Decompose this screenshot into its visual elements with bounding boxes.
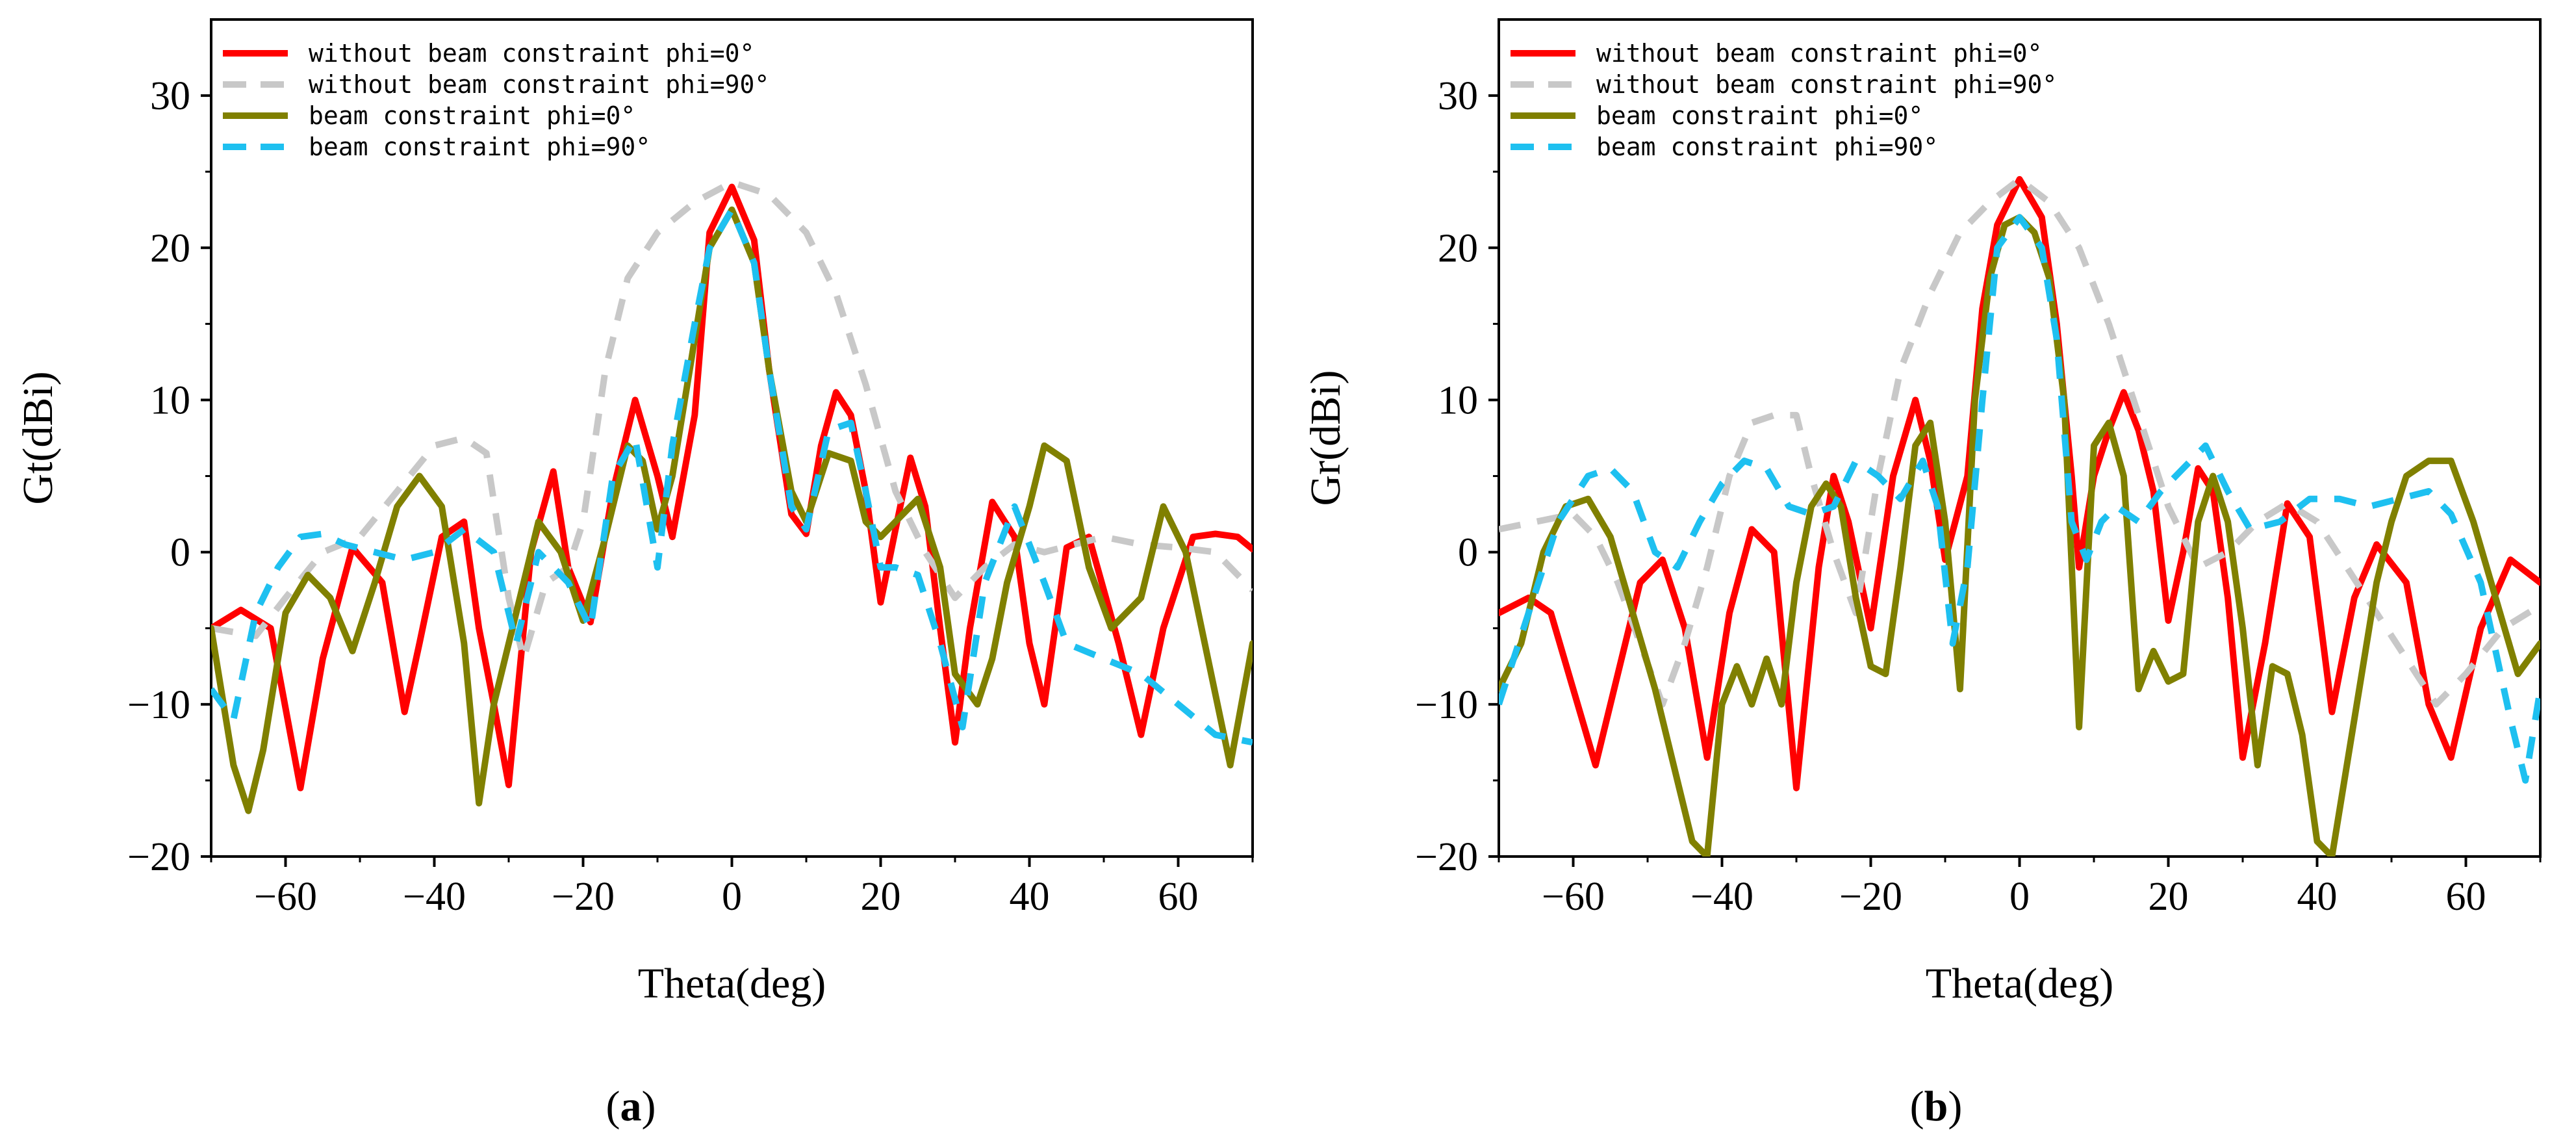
chart-panel-a: −60 −40 −20 0 20 40 60 −20 −10 0 10 20 30 Theta(deg) G… xyxy=(14,18,1254,1007)
x-axis-title: Theta(deg) xyxy=(638,960,826,1007)
legend-label-1: without beam constraint phi=0° xyxy=(1596,39,2042,68)
y-tick-label: 10 xyxy=(150,378,190,422)
series-line-3 xyxy=(1499,214,2540,857)
x-tick-label: 0 xyxy=(2009,875,2030,919)
x-tick-label: −40 xyxy=(1690,875,1753,919)
legend-label-4: beam constraint phi=90° xyxy=(309,133,650,161)
series-line-1 xyxy=(211,183,1253,792)
x-tick-label: −40 xyxy=(403,875,466,919)
y-tick-label: 20 xyxy=(150,226,190,270)
y-tick-label: 10 xyxy=(1438,378,1478,422)
x-tick-label: −20 xyxy=(552,875,615,919)
y-tick-label: 0 xyxy=(170,531,190,575)
y-tick-label: 20 xyxy=(1438,226,1478,270)
y-tick-label: 30 xyxy=(1438,74,1478,118)
x-tick-label: 60 xyxy=(2446,875,2486,919)
legend-label-2: without beam constraint phi=90° xyxy=(1596,70,2057,99)
x-tick-label: −20 xyxy=(1839,875,1902,919)
caption-b: (b) xyxy=(1909,1083,1963,1130)
caption-a-label: a xyxy=(620,1083,642,1130)
x-tick-label: 0 xyxy=(722,875,742,919)
y-tick-label: −10 xyxy=(127,683,190,727)
legend-label-1: without beam constraint phi=0° xyxy=(309,39,754,68)
y-tick-label: 0 xyxy=(1458,531,1478,575)
x-tick-label: 60 xyxy=(1158,875,1199,919)
series-line-2 xyxy=(1499,175,2540,708)
y-tick-label: −20 xyxy=(1415,835,1478,879)
legend-label-3: beam constraint phi=0° xyxy=(1596,101,1923,130)
series-line-1 xyxy=(1499,175,2540,792)
series-line-2 xyxy=(211,179,1253,662)
series-group xyxy=(1499,175,2540,857)
y-tick-label: −20 xyxy=(127,835,190,879)
caption-a: (a) xyxy=(606,1083,656,1130)
legend-label-3: beam constraint phi=0° xyxy=(309,101,635,130)
x-tick-label: 20 xyxy=(861,875,901,919)
y-tick-label: 30 xyxy=(150,74,190,118)
x-tick-label: 40 xyxy=(2297,875,2338,919)
legend: without beam constraint phi=0°without be… xyxy=(1511,39,2057,161)
x-tick-label: 20 xyxy=(2149,875,2189,919)
legend: without beam constraint phi=0°without be… xyxy=(223,39,769,161)
x-axis-title: Theta(deg) xyxy=(1926,960,2114,1007)
series-group xyxy=(211,179,1253,814)
legend-label-2: without beam constraint phi=90° xyxy=(309,70,769,99)
series-line-4 xyxy=(1499,214,2540,784)
x-tick-label: −60 xyxy=(1542,875,1605,919)
chart-panel-b: −60 −40 −20 0 20 40 60 −20 −10 0 10 20 30 Theta(deg) G… xyxy=(1302,18,2542,1007)
legend-label-4: beam constraint phi=90° xyxy=(1596,133,1938,161)
y-axis-title: Gt(dBi) xyxy=(14,371,62,504)
y-tick-label: −10 xyxy=(1415,683,1478,727)
caption-b-label: b xyxy=(1924,1083,1948,1130)
x-tick-label: −60 xyxy=(254,875,317,919)
y-axis-title: Gr(dBi) xyxy=(1302,370,1349,506)
x-tick-label: 40 xyxy=(1010,875,1050,919)
series-line-3 xyxy=(211,206,1253,814)
series-line-4 xyxy=(211,206,1253,746)
